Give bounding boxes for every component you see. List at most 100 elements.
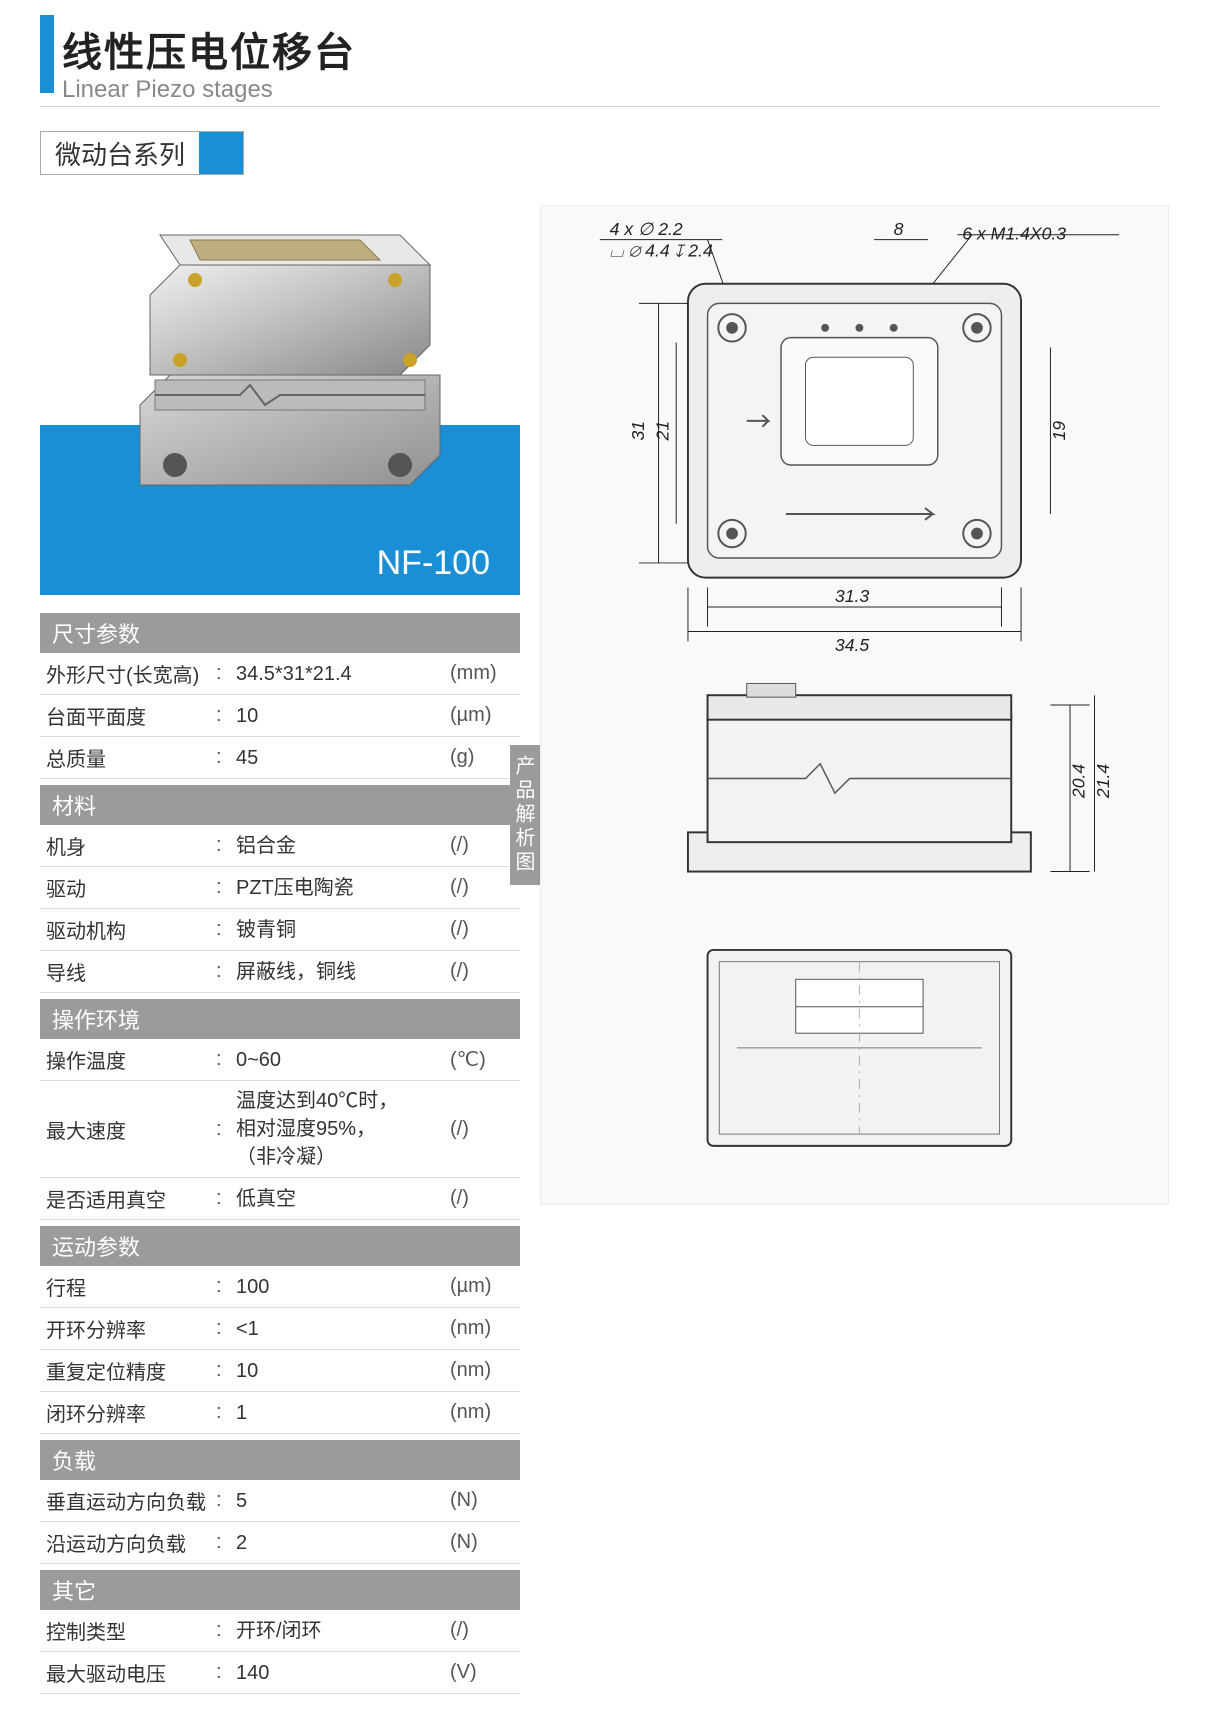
title-block: 线性压电位移台 Linear Piezo stages [40, 20, 1169, 107]
spec-label: 控制类型 [46, 1616, 216, 1645]
spec-colon: : [216, 918, 236, 941]
spec-value: 1 [236, 1399, 450, 1427]
spec-label: 机身 [46, 831, 216, 860]
spec-colon: : [216, 1359, 236, 1382]
product-photo [100, 205, 460, 535]
spec-value: 开环/闭环 [236, 1617, 450, 1645]
spec-row: 最大驱动电压:140(V) [40, 1652, 520, 1694]
spec-row: 驱动机构:铍青铜(/) [40, 909, 520, 951]
spec-unit: (nm) [450, 1317, 520, 1340]
spec-unit: (N) [450, 1489, 520, 1512]
spec-colon: : [216, 1317, 236, 1340]
spec-value: 温度达到40℃时， 相对湿度95%， （非冷凝） [236, 1087, 450, 1171]
spec-colon: : [216, 1118, 236, 1141]
spec-label: 导线 [46, 957, 216, 986]
spec-colon: : [216, 662, 236, 685]
side-tab: 产品解析图 [510, 745, 540, 885]
spec-row: 台面平面度:10(µm) [40, 695, 520, 737]
dim-callout-right: 6 x M1.4X0.3 [962, 224, 1066, 244]
spec-row: 垂直运动方向负载:5(N) [40, 1480, 520, 1522]
spec-value: 10 [236, 702, 450, 730]
spec-unit: (nm) [450, 1359, 520, 1382]
spec-unit: (/) [450, 1619, 520, 1642]
spec-row: 重复定位精度:10(nm) [40, 1350, 520, 1392]
spec-label: 最大驱动电压 [46, 1658, 216, 1687]
spec-row: 行程:100(µm) [40, 1266, 520, 1308]
spec-value: 低真空 [236, 1185, 450, 1213]
spec-value: 140 [236, 1659, 450, 1687]
spec-value: 5 [236, 1487, 450, 1515]
spec-label: 沿运动方向负载 [46, 1528, 216, 1557]
spec-label: 垂直运动方向负载 [46, 1486, 216, 1515]
spec-colon: : [216, 746, 236, 769]
subtitle-accent [199, 132, 243, 174]
left-column: NF-100 尺寸参数外形尺寸(长宽高):34.5*31*21.4(mm)台面平… [40, 205, 520, 1694]
title-en: Linear Piezo stages [62, 76, 1169, 104]
subtitle-text: 微动台系列 [41, 132, 199, 174]
diagram-area: 4 x ∅ 2.2 ⌴ ∅ 4.4 ↧ 2.4 8 6 x M1.4X0.3 [540, 205, 1169, 1205]
spec-value: 屏蔽线，铜线 [236, 958, 450, 986]
spec-label: 驱动机构 [46, 915, 216, 944]
spec-colon: : [216, 960, 236, 983]
title-cn: 线性压电位移台 [62, 20, 1169, 78]
dim-w-outer: 34.5 [835, 635, 870, 655]
spec-colon: : [216, 1401, 236, 1424]
spec-unit: (/) [450, 1187, 520, 1210]
spec-label: 驱动 [46, 873, 216, 902]
spec-unit: (/) [450, 918, 520, 941]
spec-value: 34.5*31*21.4 [236, 660, 450, 688]
dim-h-inner-r: 19 [1049, 421, 1069, 441]
spec-colon: : [216, 704, 236, 727]
dim-h-inner-l: 21 [652, 421, 672, 442]
spec-row: 控制类型:开环/闭环(/) [40, 1610, 520, 1652]
spec-label: 最大速度 [46, 1115, 216, 1144]
spec-row: 最大速度:温度达到40℃时， 相对湿度95%， （非冷凝）(/) [40, 1081, 520, 1178]
spec-colon: : [216, 1048, 236, 1071]
spec-value: 10 [236, 1357, 450, 1385]
spec-unit: (µm) [450, 1275, 520, 1298]
spec-unit: (/) [450, 960, 520, 983]
spec-row: 沿运动方向负载:2(N) [40, 1522, 520, 1564]
spec-label: 外形尺寸(长宽高) [46, 659, 216, 688]
spec-table: 尺寸参数外形尺寸(长宽高):34.5*31*21.4(mm)台面平面度:10(µ… [40, 613, 520, 1694]
dim-w-inner: 31.3 [835, 586, 870, 606]
spec-label: 台面平面度 [46, 701, 216, 730]
dim-callout-left2: ⌴ ∅ 4.4 ↧ 2.4 [610, 240, 713, 260]
spec-section-head: 其它 [40, 1570, 520, 1610]
dim-front-outer: 21.4 [1093, 764, 1113, 800]
title-underline [40, 106, 1160, 107]
spec-colon: : [216, 1661, 236, 1684]
spec-row: 机身:铝合金(/) [40, 825, 520, 867]
dim-callout-top8: 8 [894, 219, 904, 239]
spec-section-head: 尺寸参数 [40, 613, 520, 653]
subtitle-box: 微动台系列 [40, 131, 244, 175]
spec-label: 操作温度 [46, 1045, 216, 1074]
spec-colon: : [216, 1489, 236, 1512]
spec-row: 总质量:45(g) [40, 737, 520, 779]
dim-h-outer: 31 [628, 421, 648, 441]
dim-callout-left: 4 x ∅ 2.2 [610, 219, 683, 239]
spec-value: 铍青铜 [236, 916, 450, 944]
spec-label: 闭环分辨率 [46, 1398, 216, 1427]
spec-row: 外形尺寸(长宽高):34.5*31*21.4(mm) [40, 653, 520, 695]
spec-colon: : [216, 1187, 236, 1210]
spec-value: 2 [236, 1529, 450, 1557]
spec-row: 是否适用真空:低真空(/) [40, 1178, 520, 1220]
spec-section-head: 运动参数 [40, 1226, 520, 1266]
spec-value: 45 [236, 744, 450, 772]
spec-row: 开环分辨率:<1(nm) [40, 1308, 520, 1350]
spec-value: <1 [236, 1315, 450, 1343]
spec-value: 100 [236, 1273, 450, 1301]
spec-label: 重复定位精度 [46, 1356, 216, 1385]
spec-row: 导线:屏蔽线，铜线(/) [40, 951, 520, 993]
spec-colon: : [216, 1619, 236, 1642]
spec-colon: : [216, 1531, 236, 1554]
spec-unit: (N) [450, 1531, 520, 1554]
spec-colon: : [216, 876, 236, 899]
spec-unit: (℃) [450, 1047, 520, 1072]
spec-value: 0~60 [236, 1046, 450, 1074]
spec-value: 铝合金 [236, 832, 450, 860]
spec-unit: (/) [450, 1118, 520, 1141]
spec-unit: (nm) [450, 1401, 520, 1424]
spec-section-head: 材料 [40, 785, 520, 825]
